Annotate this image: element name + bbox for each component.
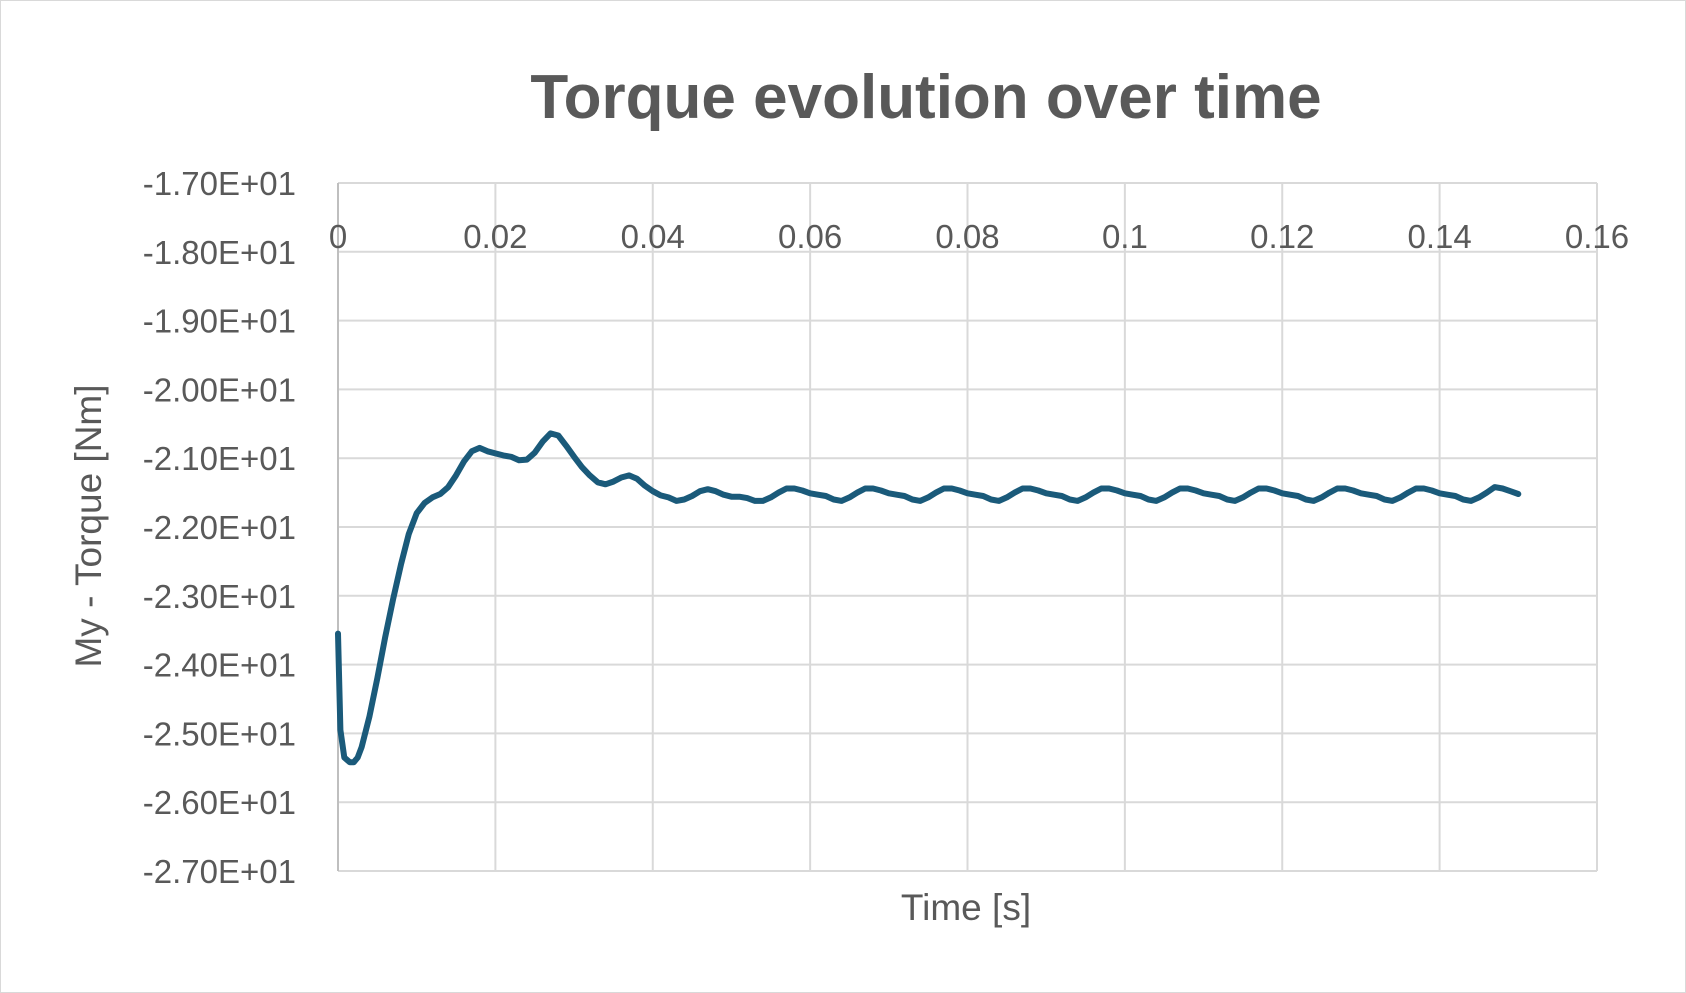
y-tick-label: -2.20E+01: [143, 509, 296, 546]
x-tick-label: 0.02: [463, 218, 527, 255]
series-line: [335, 430, 1522, 766]
x-tick-label: 0.14: [1408, 218, 1472, 255]
grid-lines: [337, 182, 1598, 872]
y-tick-labels: -1.70E+01 -1.80E+01 -1.90E+01 -2.00E+01 -2.1…: [143, 165, 296, 890]
x-tick-label: 0: [329, 218, 347, 255]
y-tick-label: -1.80E+01: [143, 234, 296, 271]
y-tick-label: -2.00E+01: [143, 371, 296, 408]
x-tick-label: 0.08: [935, 218, 999, 255]
y-tick-label: -2.40E+01: [143, 647, 296, 684]
x-tick-label: 0.06: [778, 218, 842, 255]
y-tick-label: -2.70E+01: [143, 853, 296, 890]
x-tick-label: 0.12: [1250, 218, 1314, 255]
series-lines: [335, 430, 1522, 766]
y-tick-label: -2.10E+01: [143, 440, 296, 477]
y-tick-label: -2.60E+01: [143, 784, 296, 821]
x-tick-label: 0.04: [621, 218, 685, 255]
y-tick-label: -2.50E+01: [143, 715, 296, 752]
x-axis-label: Time [s]: [901, 887, 1031, 928]
y-tick-label: -2.30E+01: [143, 578, 296, 615]
y-tick-label: -1.90E+01: [143, 303, 296, 340]
y-tick-label: -1.70E+01: [143, 165, 296, 202]
chart-title: Torque evolution over time: [530, 63, 1321, 132]
y-axis-label: My - Torque [Nm]: [68, 384, 109, 667]
x-tick-labels: 0 0.02 0.04 0.06 0.08 0.1 0.12 0.14 0.16: [329, 218, 1629, 255]
x-tick-label: 0.16: [1565, 218, 1629, 255]
x-tick-label: 0.1: [1102, 218, 1148, 255]
